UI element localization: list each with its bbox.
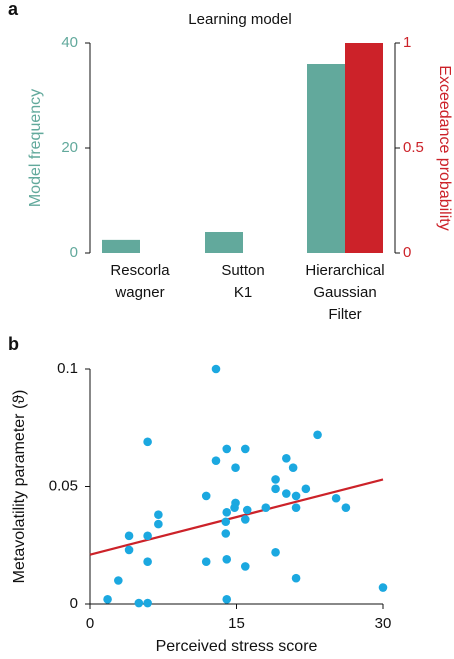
data-point — [378, 583, 388, 592]
data-point — [143, 557, 152, 566]
panel-label: b — [8, 334, 19, 354]
data-point — [124, 531, 134, 541]
bar — [102, 239, 140, 253]
data-point — [271, 548, 280, 557]
x-tick-label: Sutton — [221, 262, 264, 279]
x-tick-label: 30 — [375, 615, 392, 632]
data-point — [271, 475, 280, 484]
y-axis-label: Metavolatility parameter (ϑ) — [11, 390, 28, 584]
data-point — [282, 489, 291, 498]
data-point — [124, 545, 134, 555]
data-point — [222, 444, 232, 454]
data-point — [201, 557, 211, 566]
data-point — [291, 491, 301, 501]
data-point — [114, 576, 123, 585]
bar — [205, 232, 243, 253]
data-point — [291, 573, 301, 583]
data-point — [331, 493, 341, 503]
data-point — [240, 444, 250, 454]
data-point — [240, 515, 250, 524]
y2-axis-label: Exceedance probability — [436, 65, 453, 230]
data-point — [261, 503, 271, 512]
x-tick-label: Gaussian — [313, 284, 376, 301]
x-tick-label: 0 — [86, 615, 94, 632]
data-point — [154, 519, 163, 529]
x-tick-label: Rescorla — [110, 262, 170, 279]
data-point — [221, 517, 231, 527]
data-point — [211, 456, 221, 465]
chart-title: Learning model — [188, 11, 291, 28]
data-point — [143, 531, 152, 541]
data-point — [231, 463, 240, 473]
data-point — [282, 454, 291, 463]
data-point — [291, 503, 301, 512]
data-point — [271, 484, 280, 494]
y-tick-label: 20 — [61, 139, 78, 156]
data-point — [103, 595, 112, 604]
x-tick-label: Filter — [328, 306, 361, 323]
data-point — [211, 364, 221, 374]
data-point — [154, 510, 163, 519]
data-point — [221, 529, 231, 538]
data-point — [240, 562, 250, 571]
data-point — [230, 503, 239, 512]
panel-label: a — [8, 0, 19, 19]
y2-tick-label: 1 — [403, 34, 411, 51]
x-tick-label: K1 — [234, 284, 252, 301]
y-tick-label: 0 — [70, 244, 78, 261]
data-point — [222, 595, 232, 604]
x-tick-label: 15 — [228, 615, 245, 632]
bar — [345, 43, 383, 253]
data-point — [288, 463, 298, 473]
bar — [307, 64, 345, 253]
data-point — [222, 508, 232, 517]
data-point — [201, 491, 211, 501]
data-point — [313, 430, 322, 440]
x-axis-label: Perceived stress score — [156, 638, 318, 655]
data-point — [134, 598, 144, 608]
y-tick-label: 0 — [70, 595, 78, 612]
y-tick-label: 0.05 — [49, 477, 78, 494]
y-tick-label: 0.1 — [57, 360, 78, 377]
y2-tick-label: 0.5 — [403, 139, 424, 156]
data-point — [143, 437, 152, 447]
trend-line — [89, 478, 384, 556]
data-point — [301, 484, 311, 494]
data-point — [143, 598, 152, 608]
y-tick-label: 40 — [61, 34, 78, 51]
data-point — [341, 503, 351, 512]
x-tick-label: wagner — [114, 284, 164, 301]
y2-tick-label: 0 — [403, 244, 411, 261]
data-point — [222, 555, 232, 564]
x-tick-label: Hierarchical — [305, 262, 384, 279]
data-point — [242, 505, 252, 515]
y-axis-label: Model frequency — [27, 89, 44, 207]
